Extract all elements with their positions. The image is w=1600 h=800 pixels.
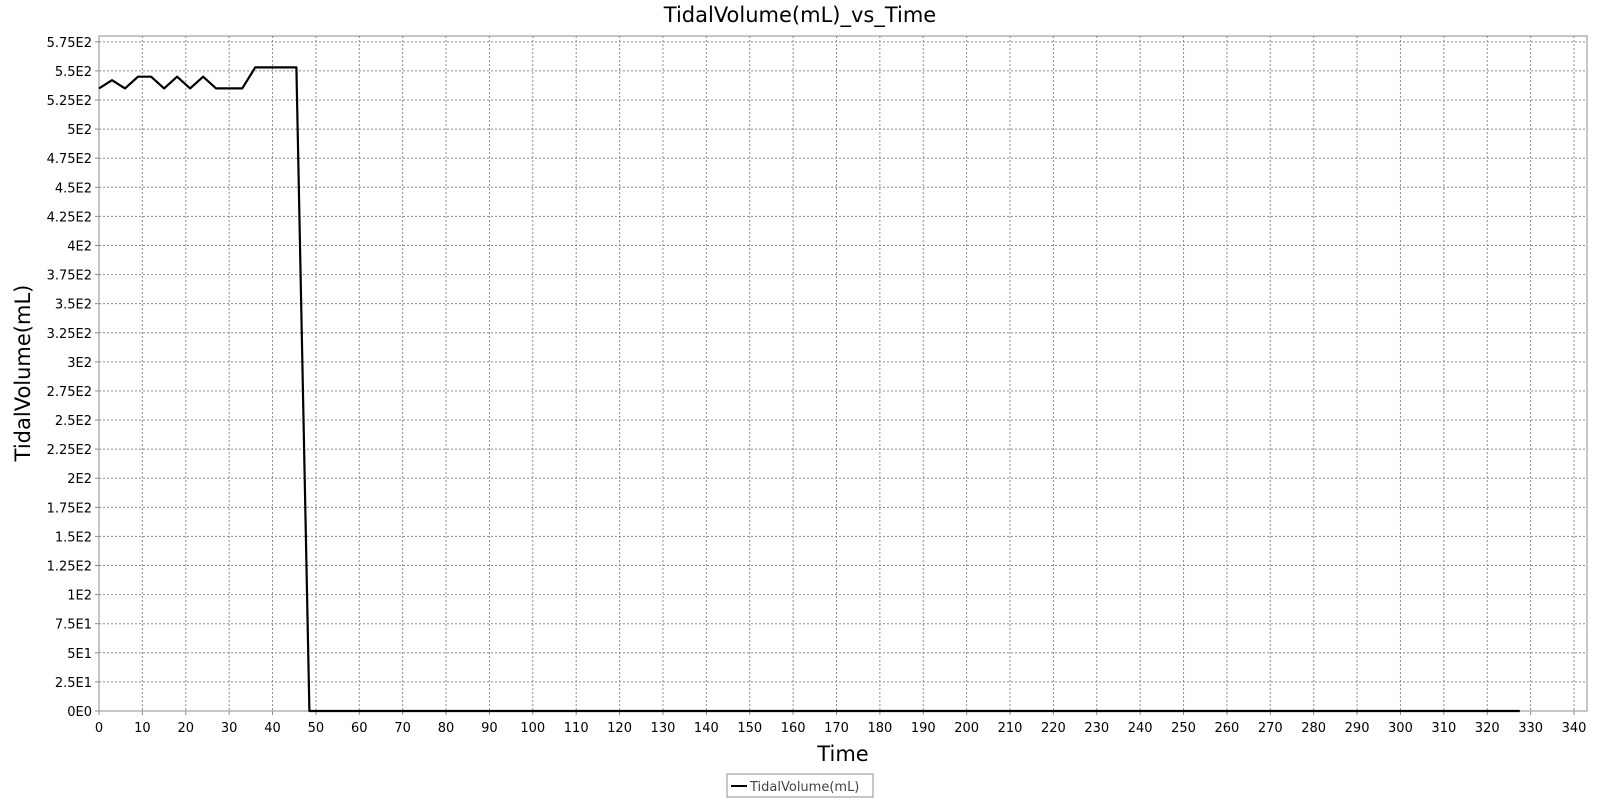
x-tick-label: 220 [1041, 721, 1066, 736]
x-tick-label: 320 [1475, 721, 1500, 736]
x-tick-label: 170 [824, 721, 849, 736]
x-tick-label: 30 [221, 721, 238, 736]
x-tick-label: 260 [1215, 721, 1240, 736]
y-tick-label: 5E2 [67, 123, 92, 138]
y-tick-label: 5.5E2 [55, 65, 92, 80]
x-tick-label: 210 [998, 721, 1023, 736]
series-layer [98, 66, 1520, 713]
x-tick-label: 150 [737, 721, 762, 736]
x-tick-label: 100 [520, 721, 545, 736]
chart-title: TidalVolume(mL)_vs_Time [663, 3, 936, 28]
y-tick-label: 2.75E2 [47, 385, 92, 400]
x-tick-label: 200 [954, 721, 979, 736]
y-tick-label: 7.5E1 [55, 618, 92, 633]
y-tick-label: 5E1 [67, 647, 92, 662]
x-tick-label: 340 [1562, 721, 1587, 736]
y-tick-label: 3E2 [67, 356, 92, 371]
y-tick-label: 4E2 [67, 239, 92, 254]
x-tick-label: 80 [438, 721, 455, 736]
x-tick-label: 10 [134, 721, 151, 736]
grid [98, 36, 1587, 712]
y-tick-label: 1.5E2 [55, 530, 92, 545]
x-tick-label: 270 [1258, 721, 1283, 736]
y-tick-label: 4.5E2 [55, 181, 92, 196]
x-tick-label: 140 [694, 721, 719, 736]
y-axis-ticks: 0E0 2.5E1 5E1 7.5E1 1E2 1.25E2 1.5E2 1.75E2 2E2 2… [47, 36, 99, 720]
y-tick-label: 1E2 [67, 589, 92, 604]
legend-box [726, 773, 874, 798]
plot-area [98, 35, 1588, 712]
y-tick-label: 5.75E2 [47, 36, 92, 51]
x-axis-title: Time [816, 742, 868, 766]
x-tick-label: 20 [177, 721, 194, 736]
x-tick-label: 130 [651, 721, 676, 736]
y-tick-label: 3.5E2 [55, 298, 92, 313]
y-tick-label: 5.25E2 [47, 94, 92, 109]
x-tick-label: 0 [95, 721, 103, 736]
x-tick-label: 40 [264, 721, 281, 736]
x-tick-label: 110 [564, 721, 589, 736]
y-tick-label: 1.25E2 [47, 560, 92, 575]
y-tick-label: 2.5E2 [55, 414, 92, 429]
legend-label-tidalvolume: TidalVolume(mL) [749, 780, 859, 795]
y-tick-label: 2.25E2 [47, 443, 92, 458]
y-tick-label: 0E0 [67, 705, 92, 720]
x-tick-label: 50 [308, 721, 325, 736]
x-axis-ticks: 0 10 20 30 40 50 60 70 80 90 100 110 120 130 140 150 160… [95, 711, 1587, 736]
legend: TidalVolume(mL) [726, 773, 874, 798]
x-tick-label: 70 [394, 721, 411, 736]
x-tick-label: 160 [781, 721, 806, 736]
x-tick-label: 230 [1084, 721, 1109, 736]
y-tick-label: 2E2 [67, 472, 92, 487]
x-tick-label: 90 [481, 721, 498, 736]
x-tick-label: 290 [1345, 721, 1370, 736]
x-tick-label: 120 [607, 721, 632, 736]
x-tick-label: 190 [911, 721, 936, 736]
y-tick-label: 4.75E2 [47, 152, 92, 167]
x-tick-label: 300 [1388, 721, 1413, 736]
x-tick-label: 330 [1518, 721, 1543, 736]
x-tick-label: 180 [867, 721, 892, 736]
series-line-tidalvolume [98, 66, 1520, 713]
y-tick-label: 1.75E2 [47, 501, 92, 516]
y-tick-label: 3.25E2 [47, 327, 92, 342]
x-tick-label: 250 [1171, 721, 1196, 736]
y-tick-label: 3.75E2 [47, 269, 92, 284]
x-tick-label: 60 [351, 721, 368, 736]
x-tick-label: 280 [1301, 721, 1326, 736]
x-tick-label: 240 [1128, 721, 1153, 736]
x-tick-label: 310 [1431, 721, 1456, 736]
y-tick-label: 4.25E2 [47, 210, 92, 225]
y-tick-label: 2.5E1 [55, 676, 92, 691]
y-axis-title: TidalVolume(mL) [11, 285, 35, 463]
